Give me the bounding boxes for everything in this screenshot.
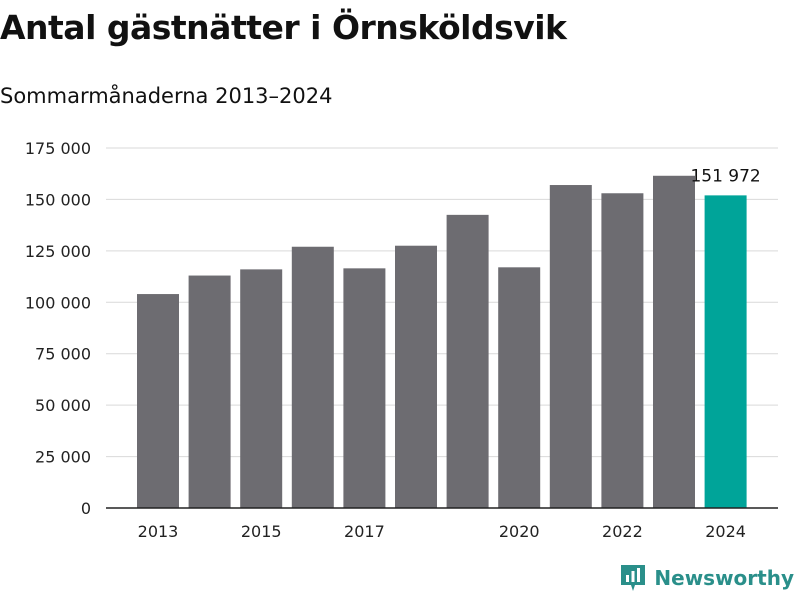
x-tick-label: 2013 <box>138 522 179 541</box>
data-label-2024: 151 972 <box>690 166 760 186</box>
bar-2023 <box>653 175 695 508</box>
bar-2019 <box>446 214 489 508</box>
bar-2024 <box>704 195 747 508</box>
bar-2018 <box>395 245 437 508</box>
bar-2014 <box>188 275 231 508</box>
newsworthy-logo: Newsworthy <box>620 564 794 592</box>
newsworthy-logo-text: Newsworthy <box>654 566 794 590</box>
x-tick-label: 2017 <box>344 522 385 541</box>
bar-2016 <box>291 246 334 508</box>
newsworthy-logo-icon <box>621 565 646 591</box>
y-tick-label: 150 000 <box>25 190 91 209</box>
x-tick-label: 2022 <box>602 522 643 541</box>
chart-title: Antal gästnätter i Örnsköldsvik <box>0 8 567 47</box>
y-tick-label: 100 000 <box>25 293 91 312</box>
bar-2021 <box>549 185 592 508</box>
y-tick-label: 25 000 <box>35 448 91 467</box>
x-tick-label: 2015 <box>241 522 282 541</box>
bar-2015 <box>240 269 283 508</box>
bar-2020 <box>498 267 541 508</box>
y-tick-label: 125 000 <box>25 242 91 261</box>
bar-2017 <box>343 268 386 508</box>
bar-2022 <box>601 193 644 508</box>
y-tick-label: 50 000 <box>35 396 91 415</box>
y-tick-label: 175 000 <box>25 139 91 158</box>
bar-2013 <box>137 294 179 508</box>
chart-subtitle: Sommarmånaderna 2013–2024 <box>0 84 333 108</box>
y-tick-label: 0 <box>81 499 91 518</box>
y-tick-label: 75 000 <box>35 345 91 364</box>
x-tick-label: 2024 <box>705 522 746 541</box>
x-tick-label: 2020 <box>499 522 540 541</box>
